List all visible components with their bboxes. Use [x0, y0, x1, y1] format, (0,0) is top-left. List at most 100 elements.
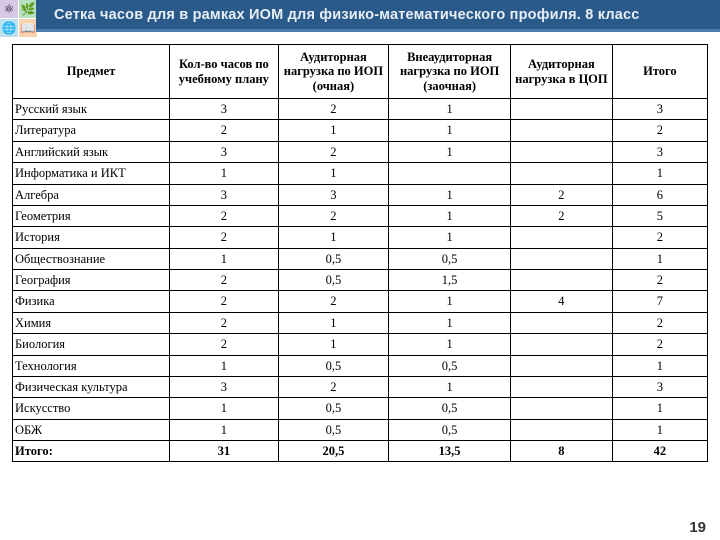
- value-cell: 3: [278, 184, 389, 205]
- value-cell: 0,5: [389, 248, 511, 269]
- subject-cell: Физическая культура: [13, 376, 170, 397]
- value-cell: 3: [170, 376, 278, 397]
- value-cell: 1: [389, 227, 511, 248]
- subject-cell: Литература: [13, 120, 170, 141]
- value-cell: [510, 419, 612, 440]
- value-cell: 2: [278, 376, 389, 397]
- subject-cell: Информатика и ИКТ: [13, 163, 170, 184]
- value-cell: 1: [278, 227, 389, 248]
- subject-cell: Технология: [13, 355, 170, 376]
- total-cell: 20,5: [278, 441, 389, 462]
- title-rail: Сетка часов для в рамках ИОМ для физико-…: [36, 0, 720, 32]
- value-cell: 1: [612, 398, 707, 419]
- atom-icon: ⚛: [0, 0, 18, 18]
- table-row: Биология2112: [13, 334, 708, 355]
- table-row: География20,51,52: [13, 270, 708, 291]
- value-cell: 7: [612, 291, 707, 312]
- value-cell: 2: [278, 291, 389, 312]
- value-cell: 3: [612, 99, 707, 120]
- value-cell: 1: [170, 398, 278, 419]
- subject-cell: Обществознание: [13, 248, 170, 269]
- value-cell: [510, 355, 612, 376]
- subject-cell: Русский язык: [13, 99, 170, 120]
- value-cell: 1: [389, 312, 511, 333]
- table-row: Физика22147: [13, 291, 708, 312]
- value-cell: 3: [170, 141, 278, 162]
- table-row: Химия2112: [13, 312, 708, 333]
- value-cell: 1: [278, 334, 389, 355]
- table-row: Физическая культура3213: [13, 376, 708, 397]
- value-cell: 6: [612, 184, 707, 205]
- value-cell: 0,5: [278, 270, 389, 291]
- total-cell: 8: [510, 441, 612, 462]
- value-cell: 2: [612, 334, 707, 355]
- value-cell: 2: [170, 120, 278, 141]
- table-row: Обществознание10,50,51: [13, 248, 708, 269]
- value-cell: 1: [389, 120, 511, 141]
- table-row: История2112: [13, 227, 708, 248]
- subject-cell: Алгебра: [13, 184, 170, 205]
- subject-cell: Английский язык: [13, 141, 170, 162]
- value-cell: 0,5: [278, 248, 389, 269]
- col-zaochno: Внеаудиторная нагрузка по ИОП (заочная): [389, 45, 511, 99]
- subject-cell: География: [13, 270, 170, 291]
- value-cell: 2: [278, 205, 389, 226]
- value-cell: 0,5: [389, 398, 511, 419]
- page-title: Сетка часов для в рамках ИОМ для физико-…: [54, 7, 640, 23]
- value-cell: 0,5: [278, 398, 389, 419]
- value-cell: 2: [510, 205, 612, 226]
- total-cell: 31: [170, 441, 278, 462]
- table-row: Технология10,50,51: [13, 355, 708, 376]
- value-cell: 0,5: [389, 355, 511, 376]
- col-plan: Кол-во часов по учебному плану: [170, 45, 278, 99]
- subject-cell: Геометрия: [13, 205, 170, 226]
- value-cell: [510, 163, 612, 184]
- header-row: Предмет Кол-во часов по учебному плану А…: [13, 45, 708, 99]
- col-total: Итого: [612, 45, 707, 99]
- value-cell: [510, 312, 612, 333]
- subject-cell: ОБЖ: [13, 419, 170, 440]
- value-cell: 0,5: [278, 419, 389, 440]
- value-cell: 1: [612, 419, 707, 440]
- header-bar: ⚛ 🌿 🌐 📖 Сетка часов для в рамках ИОМ для…: [0, 0, 720, 38]
- value-cell: 2: [278, 99, 389, 120]
- value-cell: 1: [612, 248, 707, 269]
- value-cell: 3: [612, 376, 707, 397]
- value-cell: 1: [278, 120, 389, 141]
- table-row: Русский язык3213: [13, 99, 708, 120]
- value-cell: 0,5: [278, 355, 389, 376]
- value-cell: [510, 270, 612, 291]
- value-cell: [510, 334, 612, 355]
- subject-cell: Биология: [13, 334, 170, 355]
- total-cell: 13,5: [389, 441, 511, 462]
- subject-cell: Химия: [13, 312, 170, 333]
- value-cell: 1: [389, 99, 511, 120]
- value-cell: 1: [389, 291, 511, 312]
- table-row: Информатика и ИКТ111: [13, 163, 708, 184]
- value-cell: 1: [389, 376, 511, 397]
- value-cell: 2: [612, 270, 707, 291]
- value-cell: 5: [612, 205, 707, 226]
- table-row: Литература2112: [13, 120, 708, 141]
- value-cell: [510, 120, 612, 141]
- value-cell: 2: [170, 227, 278, 248]
- col-cop: Аудиторная нагрузка в ЦОП: [510, 45, 612, 99]
- page-number: 19: [689, 519, 706, 536]
- value-cell: 1: [612, 355, 707, 376]
- value-cell: 2: [170, 312, 278, 333]
- globe-icon: 🌐: [0, 19, 18, 37]
- value-cell: [510, 141, 612, 162]
- value-cell: [510, 227, 612, 248]
- total-cell: 42: [612, 441, 707, 462]
- value-cell: 1: [170, 419, 278, 440]
- subject-icon-grid: ⚛ 🌿 🌐 📖: [0, 0, 36, 36]
- value-cell: 1: [170, 248, 278, 269]
- subject-cell: История: [13, 227, 170, 248]
- value-cell: 2: [612, 120, 707, 141]
- value-cell: 1: [389, 184, 511, 205]
- col-ochno: Аудиторная нагрузка по ИОП (очная): [278, 45, 389, 99]
- value-cell: 4: [510, 291, 612, 312]
- value-cell: 2: [612, 312, 707, 333]
- value-cell: 2: [170, 291, 278, 312]
- value-cell: [510, 248, 612, 269]
